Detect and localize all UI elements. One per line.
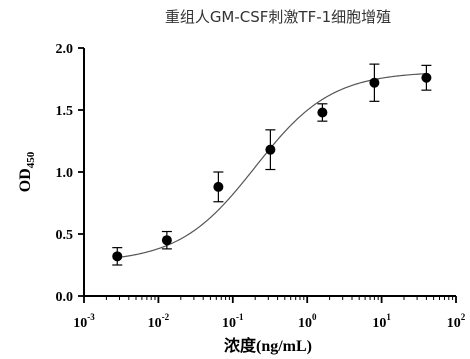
x-tick-label: 10-2 xyxy=(148,312,170,331)
y-axis-label: OD450 xyxy=(17,151,37,192)
y-tick-label: 0.5 xyxy=(56,228,74,243)
x-axis-label: 浓度(ng/mL) xyxy=(224,336,312,355)
y-axis-label-sub: 450 xyxy=(25,151,37,168)
svg-text:OD450: OD450 xyxy=(17,151,37,192)
y-tick-label: 0.0 xyxy=(56,290,74,305)
data-points-layer xyxy=(112,63,432,266)
chart-title: 重组人GM-CSF刺激TF-1细胞增殖 xyxy=(165,8,391,26)
data-marker xyxy=(369,77,380,88)
x-tick-label: 102 xyxy=(447,312,466,331)
data-point xyxy=(213,171,224,203)
y-tick-label: 2.0 xyxy=(56,42,74,57)
x-tick-label: 10-3 xyxy=(73,312,95,331)
data-point xyxy=(265,129,276,171)
data-point xyxy=(161,230,172,250)
data-marker xyxy=(317,107,328,118)
data-marker xyxy=(112,251,123,262)
x-tick-label: 100 xyxy=(298,312,317,331)
y-tick-label: 1.0 xyxy=(56,166,74,181)
data-marker xyxy=(161,235,172,246)
axes xyxy=(83,48,456,297)
data-point xyxy=(317,103,328,122)
fit-curve-layer xyxy=(117,73,427,259)
y-tick-label: 1.5 xyxy=(56,104,74,119)
x-tick-label: 10-1 xyxy=(222,312,244,331)
x-tick-label: 101 xyxy=(372,312,391,331)
x-ticks: 10-3 10-2 10-1 100 101 102 xyxy=(73,296,466,331)
data-point xyxy=(369,63,380,102)
y-axis-label-main: OD xyxy=(17,168,34,192)
fit-curve xyxy=(117,73,427,259)
data-marker xyxy=(421,72,432,83)
data-point xyxy=(421,64,432,91)
data-marker xyxy=(265,144,276,155)
data-marker xyxy=(213,181,224,192)
y-ticks: 0.0 0.5 1.0 1.5 2.0 xyxy=(56,42,84,305)
data-point xyxy=(112,247,123,266)
